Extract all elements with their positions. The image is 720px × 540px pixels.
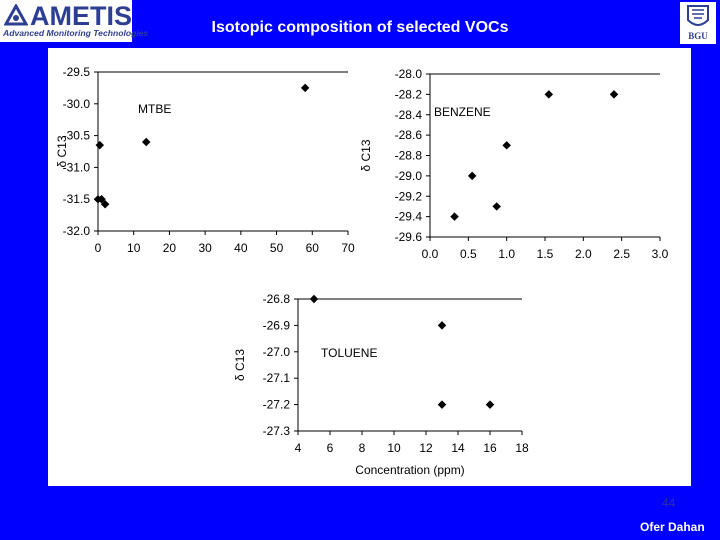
series-annotation: TOLUENE [321,346,377,360]
data-point [450,212,459,221]
x-tick-label: 0.0 [422,247,439,261]
y-tick-label: -29.0 [395,169,423,183]
data-point [544,90,554,99]
y-tick-label: -27.1 [263,371,291,385]
data-point [97,194,106,204]
chart-2: -28.0 -28.2 -28.4 -28.6 -28.8 -29.0 -29.2 -29.4… [359,67,669,261]
ametis-logo: AMETIS Advanced Monitoring Technologies [0,0,148,42]
series-annotation: BENZENE [434,105,491,119]
x-tick-label: 1.5 [537,247,554,261]
x-tick-label: 70 [341,241,355,255]
x-tick-label: 8 [359,441,366,455]
y-tick-label: -26.8 [263,292,291,306]
data-point [467,171,477,181]
x-tick-label: 18 [515,441,529,455]
x-tick-label: 10 [127,241,141,255]
y-tick-label: -26.9 [263,318,291,332]
y-tick-label: -28.0 [395,67,423,81]
charts-svg: -29.5 -30.0 -30.5 -31.0 -31.5 -32.0 0 10 20 30 40 5… [55,65,669,477]
bgu-logo: BGU [680,2,716,44]
y-tick-label: -28.2 [395,87,423,101]
x-tick-label: 16 [483,441,497,455]
x-tick-label: 40 [234,241,248,255]
y-tick-label: -30.0 [63,97,91,111]
x-tick-label: 0.5 [460,247,477,261]
x-tick-label: 14 [451,441,465,455]
y-tick-label: -27.3 [263,424,291,438]
data-point [492,202,501,211]
x-tick-label: 60 [306,241,320,255]
y-tick-label: -31.0 [63,160,91,174]
university-emblem-icon [687,5,709,26]
x-tick-label: 1.0 [498,247,515,261]
data-point [100,200,110,209]
page-number: 44 [662,496,676,510]
logo-name: AMETIS [30,1,133,31]
data-point [437,400,447,409]
x-tick-label: 2.5 [613,247,630,261]
data-point [609,90,619,99]
y-axis-label: δ C13 [55,135,69,167]
x-tick-label: 20 [163,241,177,255]
y-tick-label: -32.0 [63,224,91,238]
y-axis-label: δ C13 [359,139,373,171]
x-tick-label: 10 [387,441,401,455]
ametis-mark-icon [4,4,28,26]
data-point [309,294,319,304]
data-point [437,321,447,330]
x-tick-label: 2.0 [575,247,592,261]
y-tick-label: -27.2 [263,398,291,412]
y-tick-label: -28.6 [395,128,423,142]
footer-author: Ofer Dahan [640,520,705,534]
x-tick-label: 0 [95,241,102,255]
y-tick-label: -27.0 [263,345,291,359]
y-tick-label: -30.5 [63,129,91,143]
data-point [141,137,151,147]
x-tick-label: 6 [327,441,334,455]
y-axis-label: δ C13 [233,349,247,381]
series-annotation: MTBE [138,102,171,116]
x-tick-label: 3.0 [652,247,669,261]
y-tick-label: -29.4 [395,210,423,224]
data-point [300,83,310,93]
chart-1: -29.5 -30.0 -30.5 -31.0 -31.5 -32.0 0 10 20 30 40 5… [55,65,355,255]
slide-title: Isotopic composition of selected VOCs [211,19,509,36]
y-tick-label: -29.5 [63,65,91,79]
logo-tagline: Advanced Monitoring Technologies [3,28,149,38]
data-point [485,400,495,409]
x-tick-label: 12 [419,441,433,455]
data-point [502,141,511,150]
x-tick-label: 30 [198,241,212,255]
x-axis-label: Concentration (ppm) [355,463,464,477]
y-tick-label: -28.4 [395,108,423,122]
bgu-logo-text: BGU [688,31,708,41]
y-tick-label: -29.6 [395,230,423,244]
y-tick-label: -28.8 [395,149,423,163]
y-tick-label: -31.5 [63,192,91,206]
x-tick-label: 50 [270,241,284,255]
y-tick-label: -29.2 [395,189,423,203]
chart-3: -26.8 -26.9 -27.0 -27.1 -27.2 -27.3 4 6 8 10 12 14 1… [233,292,529,477]
data-point [95,140,105,150]
chart-panel: -29.5 -30.0 -30.5 -31.0 -31.5 -32.0 0 10 20 30 40 5… [48,48,691,486]
x-tick-label: 4 [295,441,302,455]
